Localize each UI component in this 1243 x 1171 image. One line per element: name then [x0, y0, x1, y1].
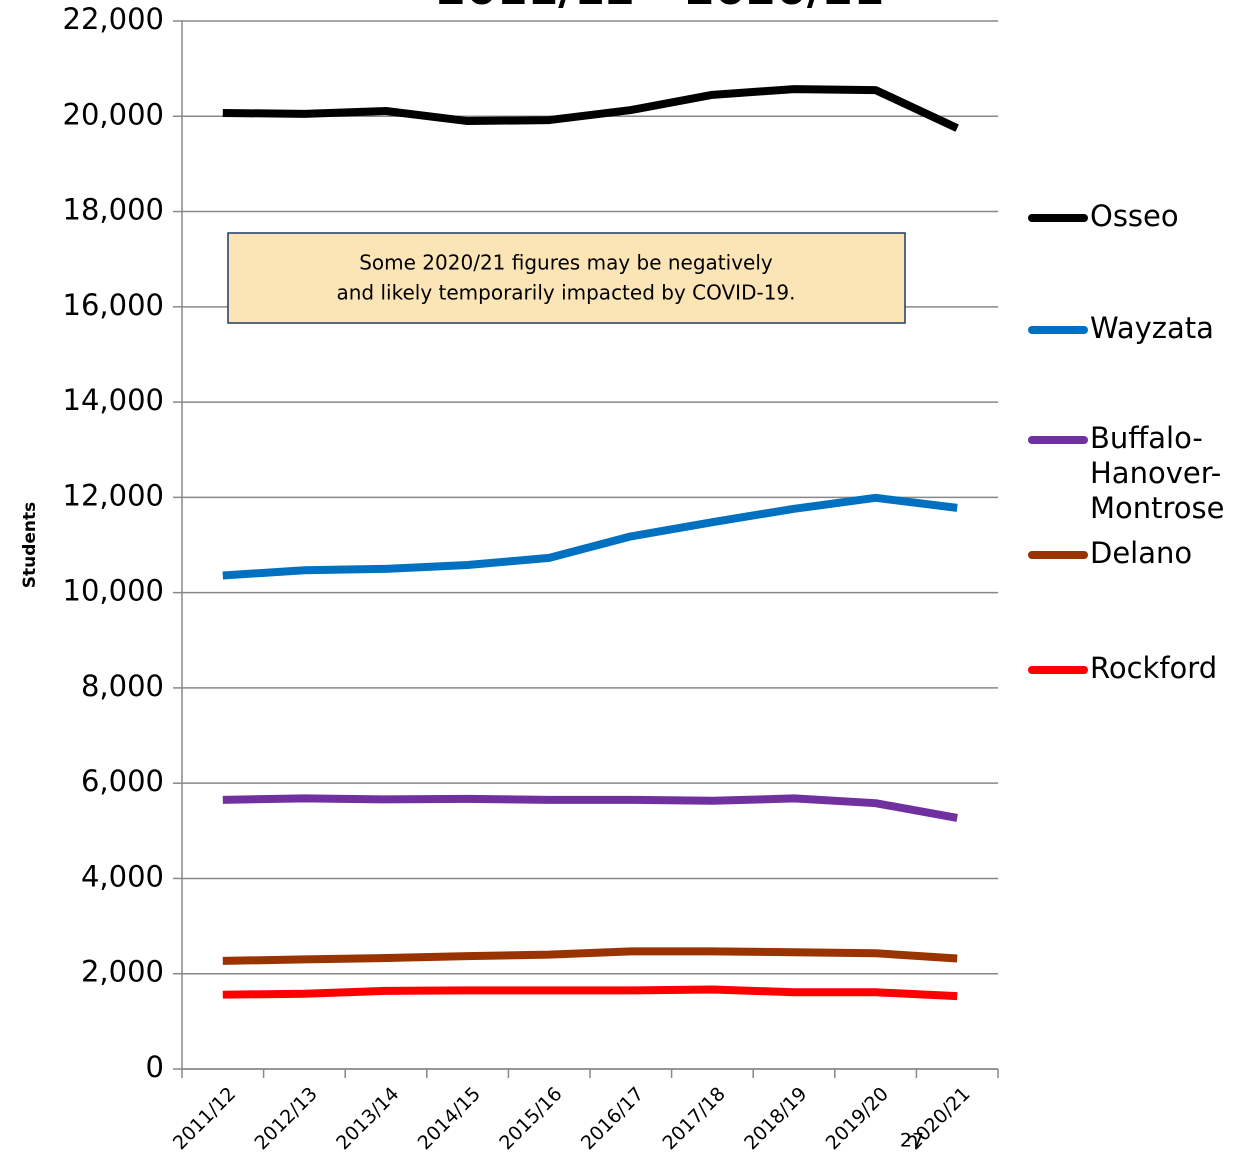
legend-label: Delano	[1090, 536, 1192, 570]
x-tick-label: 2016/17	[577, 1083, 648, 1154]
annotation-text: and likely temporarily impacted by COVID…	[336, 281, 795, 305]
x-tick-label: 2013/14	[332, 1083, 403, 1154]
annotation-text: Some 2020/21 figures may be negatively	[359, 251, 773, 275]
x-tick-label: 2015/16	[495, 1083, 566, 1154]
x-tick-label: 2019/20	[822, 1083, 893, 1154]
x-tick-label: 2012/13	[250, 1083, 321, 1154]
legend-label: Osseo	[1090, 199, 1179, 233]
series-line	[222, 985, 958, 1001]
y-tick-label: 20,000	[63, 97, 164, 131]
y-tick-label: 6,000	[81, 764, 164, 798]
y-axis-label: Students	[20, 502, 40, 589]
x-tick-label: 2020/21	[903, 1083, 974, 1154]
legend-label: Rockford	[1090, 651, 1217, 685]
chart-title: 2011/12 - 2020/21	[436, 0, 884, 15]
y-tick-label: 8,000	[81, 669, 164, 703]
y-tick-label: 4,000	[81, 859, 164, 893]
annotation-box	[227, 232, 906, 324]
y-tick-label: 22,000	[63, 2, 164, 36]
series-line	[222, 947, 958, 965]
x-tick-label: 2018/19	[740, 1083, 811, 1154]
page-number: 27	[900, 1130, 924, 1152]
x-tick-label: 2011/12	[169, 1083, 240, 1154]
y-tick-label: 16,000	[63, 288, 164, 322]
series-line	[222, 794, 958, 822]
legend-label: Wayzata	[1090, 311, 1214, 345]
y-tick-label: 14,000	[63, 383, 164, 417]
series-line	[222, 85, 959, 132]
x-tick-label: 2017/18	[658, 1083, 729, 1154]
y-tick-label: 12,000	[63, 478, 164, 512]
x-tick-label: 2014/15	[414, 1083, 485, 1154]
legend-label: Buffalo-Hanover-Montrose	[1090, 421, 1225, 525]
y-tick-label: 2,000	[81, 955, 164, 989]
y-tick-label: 0	[146, 1050, 164, 1084]
y-tick-label: 10,000	[63, 574, 164, 608]
series-line	[222, 493, 958, 580]
y-tick-label: 18,000	[63, 193, 164, 227]
